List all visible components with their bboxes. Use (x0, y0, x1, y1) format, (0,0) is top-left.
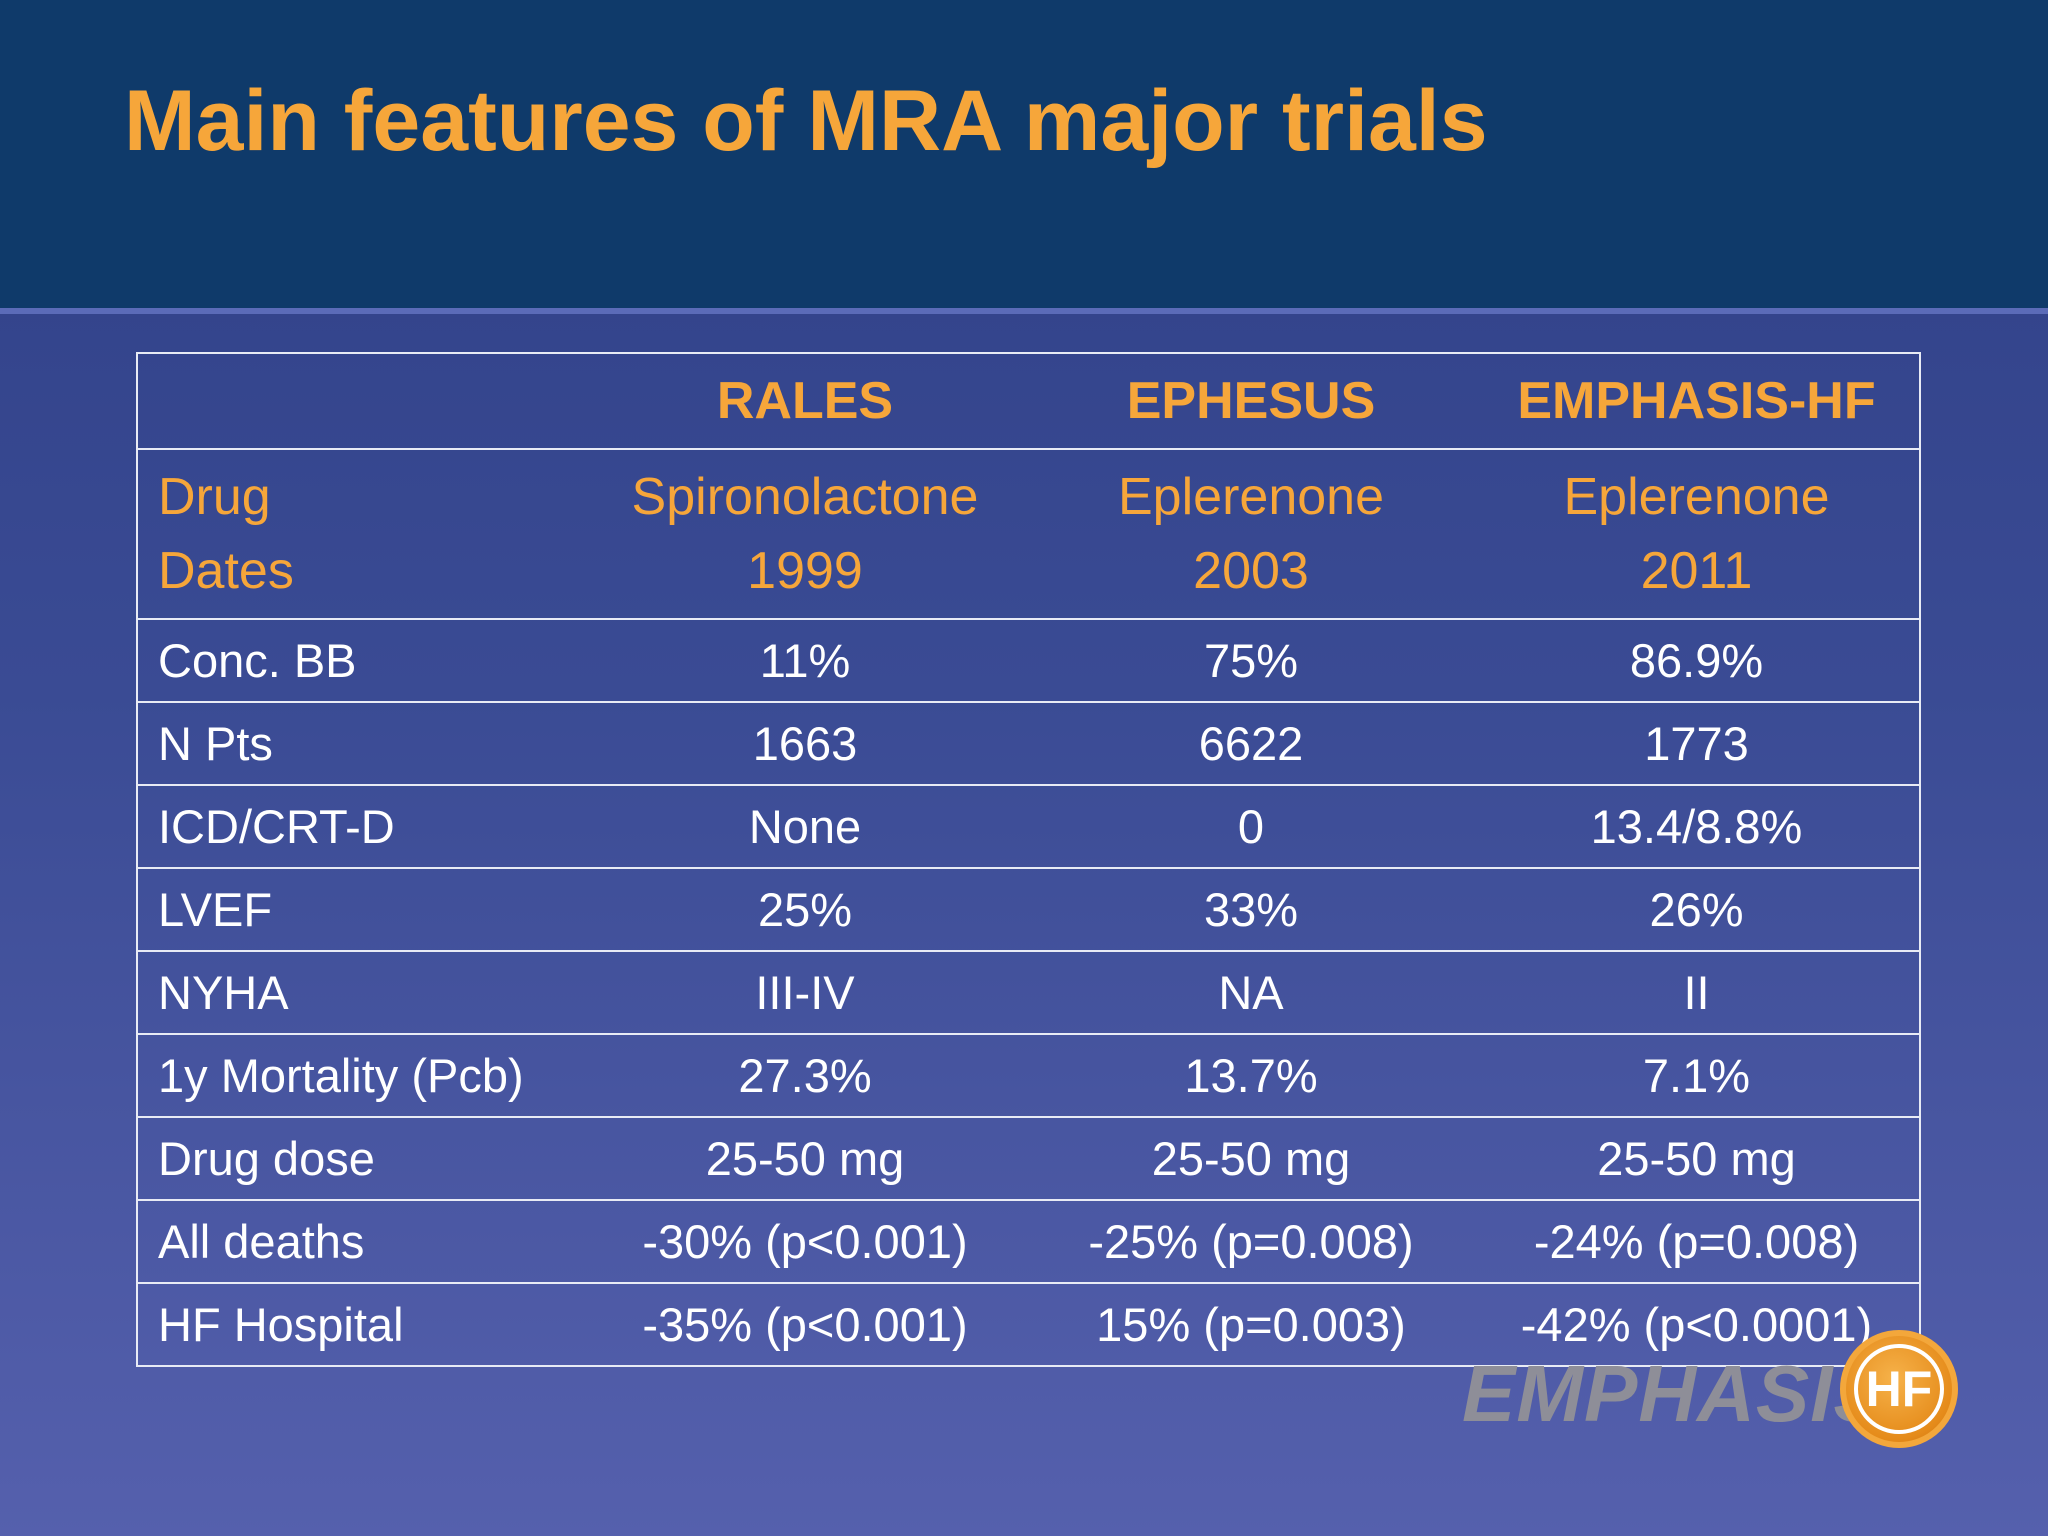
row-label: 1y Mortality (Pcb) (137, 1033, 582, 1118)
table-row: Conc. BB 11% 75% 86.9% (137, 618, 1920, 703)
table-row: Drug dose 25-50 mg 25-50 mg 25-50 mg (137, 1116, 1920, 1201)
row-label-drug-dates: Drug Dates (137, 448, 582, 620)
emphasis-hf-logo: EMPHASIS HF (1462, 1330, 1972, 1460)
drug-date: 2011 (1640, 542, 1753, 600)
drug-cell-ephesus: Eplerenone 2003 (1028, 448, 1474, 620)
table-cell: 11% (582, 618, 1028, 703)
table-row: N Pts 1663 6622 1773 (137, 701, 1920, 786)
table-cell: 0 (1028, 784, 1474, 869)
trials-table: RALES EPHESUS EMPHASIS-HF Drug Dates Spi… (136, 352, 1921, 1367)
table-row: NYHA III-IV NA II (137, 950, 1920, 1035)
table-cell: III-IV (582, 950, 1028, 1035)
table-cell: NA (1028, 950, 1474, 1035)
header-cell-empty (137, 352, 582, 450)
row-label: LVEF (137, 867, 582, 952)
table-cell: -24% (p=0.008) (1474, 1199, 1920, 1284)
row-label: Drug dose (137, 1116, 582, 1201)
table-cell: -30% (p<0.001) (582, 1199, 1028, 1284)
header-cell-ephesus: EPHESUS (1028, 352, 1474, 450)
table-cell: 25-50 mg (1028, 1116, 1474, 1201)
drug-date: 1999 (747, 542, 863, 600)
slide-title: Main features of MRA major trials (124, 73, 1488, 169)
drug-date: 2003 (1193, 542, 1309, 600)
drug-name: Eplerenone (1563, 468, 1830, 526)
table-row: HF Hospital -35% (p<0.001) 15% (p=0.003)… (137, 1282, 1920, 1367)
row-label: Conc. BB (137, 618, 582, 703)
table-cell: -35% (p<0.001) (582, 1282, 1028, 1367)
table-cell: 6622 (1028, 701, 1474, 786)
table-row: All deaths -30% (p<0.001) -25% (p=0.008)… (137, 1199, 1920, 1284)
table-cell: None (582, 784, 1028, 869)
table-cell: 1663 (582, 701, 1028, 786)
table-row-drug-dates: Drug Dates Spironolactone 1999 Eplerenon… (137, 448, 1920, 620)
table-cell: 7.1% (1474, 1033, 1920, 1118)
table-row: ICD/CRT-D None 0 13.4/8.8% (137, 784, 1920, 869)
table-cell: 13.7% (1028, 1033, 1474, 1118)
table-cell: 86.9% (1474, 618, 1920, 703)
row-label: NYHA (137, 950, 582, 1035)
table-cell: 1773 (1474, 701, 1920, 786)
hf-badge-icon: HF (1840, 1330, 1958, 1448)
row-label: All deaths (137, 1199, 582, 1284)
table-cell: 33% (1028, 867, 1474, 952)
header-cell-rales: RALES (582, 352, 1028, 450)
table-header-row: RALES EPHESUS EMPHASIS-HF (137, 352, 1920, 450)
header-band: Main features of MRA major trials (0, 0, 2048, 314)
drug-name: Spironolactone (631, 468, 979, 526)
table-cell: 25% (582, 867, 1028, 952)
drug-cell-emphasis-hf: Eplerenone 2011 (1474, 448, 1920, 620)
table-cell: 25-50 mg (1474, 1116, 1920, 1201)
table-cell: 26% (1474, 867, 1920, 952)
drug-cell-rales: Spironolactone 1999 (582, 448, 1028, 620)
table-cell: 27.3% (582, 1033, 1028, 1118)
table-row: LVEF 25% 33% 26% (137, 867, 1920, 952)
table-cell: 75% (1028, 618, 1474, 703)
row-label: ICD/CRT-D (137, 784, 582, 869)
row-label: N Pts (137, 701, 582, 786)
table-cell: 13.4/8.8% (1474, 784, 1920, 869)
table-cell: 25-50 mg (582, 1116, 1028, 1201)
row-label-dates: Dates (158, 542, 294, 600)
table-cell: II (1474, 950, 1920, 1035)
header-cell-emphasis-hf: EMPHASIS-HF (1474, 352, 1920, 450)
row-label-drug: Drug (158, 468, 271, 526)
logo-text: EMPHASIS (1462, 1349, 1888, 1438)
table-row: 1y Mortality (Pcb) 27.3% 13.7% 7.1% (137, 1033, 1920, 1118)
hf-badge-label: HF (1854, 1344, 1944, 1434)
table-cell: -25% (p=0.008) (1028, 1199, 1474, 1284)
table-cell: 15% (p=0.003) (1028, 1282, 1474, 1367)
row-label: HF Hospital (137, 1282, 582, 1367)
table-cell: -42% (p<0.0001) (1474, 1282, 1920, 1367)
drug-name: Eplerenone (1118, 468, 1384, 526)
